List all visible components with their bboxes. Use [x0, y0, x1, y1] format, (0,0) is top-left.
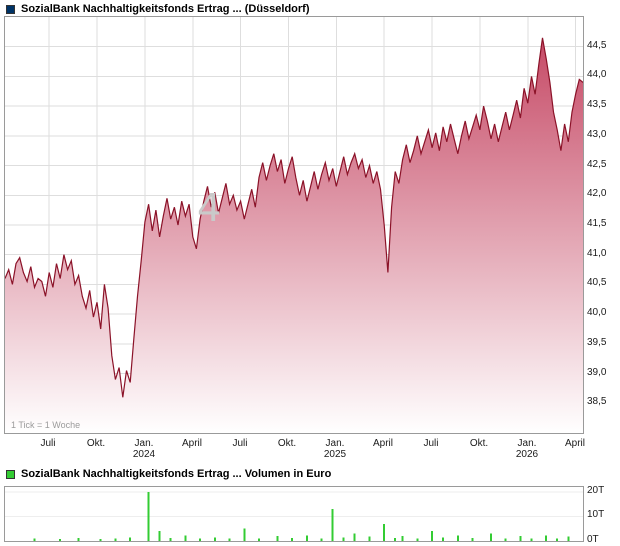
volume-bar [331, 509, 334, 541]
price-y-tick-label: 40,5 [587, 277, 607, 288]
x-axis-tick-label: Jan. 2026 [505, 438, 549, 460]
volume-bar [342, 537, 345, 541]
volume-bar [305, 535, 308, 541]
volume-bar [456, 535, 459, 541]
volume-bar [431, 531, 434, 541]
price-x-axis: Juli Okt. Jan. 2024 April Juli Okt. Jan. 2025 Apr… [4, 438, 585, 464]
volume-bar [567, 536, 570, 541]
volume-legend-label: SozialBank Nachhaltigkeitsfonds Ertrag .… [21, 468, 332, 480]
volume-bar [368, 536, 371, 541]
price-y-tick-label: 39,5 [587, 337, 607, 348]
price-y-tick-label: 42,5 [587, 159, 607, 170]
x-axis-tick-label: April [564, 438, 585, 449]
price-plot: 4 1 Tick = 1 Woche [4, 16, 584, 434]
volume-bar [545, 535, 548, 541]
x-axis-year-label: 2025 [323, 449, 347, 460]
volume-bar [33, 538, 36, 541]
volume-bar [442, 537, 445, 541]
x-axis-tick-label: Jan. 2025 [313, 438, 357, 460]
volume-bar [490, 533, 492, 541]
x-axis-tick-label: Jan. 2024 [122, 438, 166, 460]
price-area [5, 37, 583, 433]
x-axis-year-label: 2026 [515, 449, 539, 460]
x-axis-tick-label: Okt. [469, 438, 489, 449]
volume-y-tick-label: 20T [587, 485, 605, 496]
price-y-axis: 44,5 44,0 43,5 43,0 42,5 42,0 41,5 41,0 40,5 40,0… [587, 16, 619, 432]
price-y-tick-label: 44,0 [587, 69, 607, 80]
price-chart-canvas [5, 17, 583, 433]
volume-chart-canvas [5, 491, 583, 541]
x-axis-tick-label: Okt. [277, 438, 297, 449]
volume-bar [556, 538, 559, 541]
volume-y-tick-label: 0T [587, 534, 599, 545]
volume-bar [471, 538, 474, 541]
volume-bar [519, 536, 522, 541]
volume-bar [77, 538, 80, 541]
volume-bar [114, 538, 117, 541]
x-axis-tick-label: Juli [232, 438, 248, 449]
watermark: 4 [197, 186, 222, 230]
price-legend-swatch [6, 4, 15, 14]
volume-bar [169, 538, 172, 541]
price-y-tick-label: 40,0 [587, 307, 607, 318]
price-y-tick-label: 38,5 [587, 396, 607, 407]
volume-bar [530, 538, 533, 541]
volume-bar [129, 537, 132, 541]
volume-bar [243, 528, 246, 541]
volume-plot [4, 486, 584, 542]
volume-bar [320, 538, 323, 541]
volume-bar [158, 531, 161, 541]
x-axis-tick-label: Juli [423, 438, 439, 449]
price-y-tick-label: 43,5 [587, 99, 607, 110]
volume-bar [276, 536, 279, 541]
volume-legend: SozialBank Nachhaltigkeitsfonds Ertrag .… [6, 468, 331, 480]
volume-bar [184, 535, 187, 541]
price-legend-label: SozialBank Nachhaltigkeitsfonds Ertrag .… [21, 3, 310, 15]
price-y-tick-label: 42,0 [587, 188, 607, 199]
x-axis-tick-label: Juli [40, 438, 56, 449]
volume-bar [401, 536, 404, 541]
price-y-tick-label: 43,0 [587, 129, 607, 140]
price-y-tick-label: 44,5 [587, 40, 607, 51]
price-legend: SozialBank Nachhaltigkeitsfonds Ertrag .… [6, 3, 310, 15]
volume-bar [59, 539, 62, 541]
volume-bar [291, 538, 294, 541]
volume-bar [228, 538, 231, 541]
price-y-tick-label: 41,5 [587, 218, 607, 229]
x-axis-year-label: 2024 [132, 449, 156, 460]
volume-bar [383, 523, 386, 541]
volume-bar [213, 537, 216, 541]
volume-y-axis: 20T 10T 0T [587, 485, 619, 545]
x-axis-tick-label: April [181, 438, 202, 449]
x-axis-tick-label: April [372, 438, 393, 449]
volume-bar [416, 538, 419, 541]
x-axis-tick-label: Okt. [86, 438, 106, 449]
tick-interval-note: 1 Tick = 1 Woche [11, 420, 81, 430]
price-y-tick-label: 39,0 [587, 367, 607, 378]
volume-bar [504, 538, 507, 541]
volume-bar [353, 533, 356, 541]
volume-bar [147, 491, 150, 541]
price-y-tick-label: 41,0 [587, 248, 607, 259]
volume-legend-swatch [6, 469, 15, 479]
volume-bar [258, 538, 260, 541]
volume-bar [199, 538, 202, 541]
volume-bar [99, 539, 102, 541]
volume-y-tick-label: 10T [587, 509, 605, 520]
volume-bar [394, 538, 397, 541]
price-line [5, 37, 583, 398]
